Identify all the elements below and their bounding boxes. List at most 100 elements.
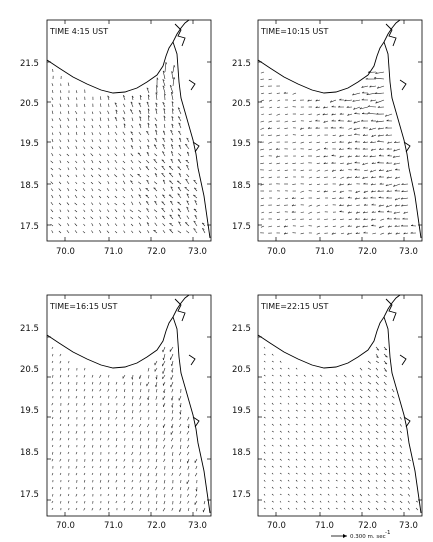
current-vector	[352, 99, 361, 102]
current-vector	[179, 472, 182, 476]
current-vector	[303, 437, 306, 440]
current-vector	[114, 209, 118, 213]
current-vector	[377, 141, 385, 143]
current-vector	[383, 416, 387, 419]
current-vector	[364, 169, 369, 172]
current-vector	[138, 102, 142, 108]
current-vector	[343, 409, 347, 412]
current-vector	[269, 162, 273, 164]
current-vector	[311, 430, 314, 433]
current-vector	[308, 183, 313, 186]
current-vector-head	[339, 169, 342, 172]
current-vector	[178, 451, 182, 456]
current-vector	[107, 181, 110, 185]
current-vector	[393, 148, 401, 152]
current-vector	[319, 416, 322, 419]
current-vector	[268, 134, 273, 136]
panel-2-axis-ticks	[258, 20, 422, 241]
current-vector	[370, 141, 377, 143]
current-vector-head	[162, 179, 166, 182]
current-vector-head	[393, 184, 396, 187]
current-vector	[162, 79, 166, 87]
current-vector	[339, 197, 345, 199]
current-vector	[303, 381, 306, 384]
current-vector-head	[384, 348, 387, 351]
current-vector	[122, 167, 126, 171]
current-vector	[156, 388, 158, 393]
current-vector	[148, 115, 150, 122]
current-vector	[407, 493, 411, 497]
current-vector-head	[339, 190, 342, 193]
current-vector	[99, 209, 102, 213]
current-vector-head	[370, 119, 374, 122]
current-vector	[162, 130, 166, 136]
current-vector-head	[363, 218, 366, 221]
current-vector	[287, 437, 290, 440]
current-vector	[271, 472, 274, 475]
current-vector	[83, 139, 86, 143]
current-vector	[75, 465, 78, 469]
current-vector	[193, 220, 198, 227]
current-vector	[67, 388, 70, 392]
current-vector	[351, 416, 355, 419]
current-vector-head	[148, 115, 150, 118]
current-vector	[154, 117, 158, 122]
current-vector-head	[185, 222, 188, 224]
current-vector	[287, 367, 290, 370]
current-vector	[351, 402, 355, 405]
current-vector	[145, 188, 150, 192]
current-vector	[163, 423, 166, 428]
current-vector	[75, 110, 78, 115]
current-vector-head	[187, 151, 190, 154]
current-vector	[391, 388, 395, 393]
current-vector	[140, 416, 142, 421]
current-vector	[116, 423, 118, 427]
current-vector	[394, 141, 401, 143]
current-vector	[99, 216, 102, 220]
current-vector	[68, 437, 70, 441]
current-vector	[52, 493, 54, 497]
panel-3-xtick-72.0: 72.0	[147, 521, 166, 531]
current-vector	[51, 230, 54, 234]
current-vector	[108, 374, 110, 378]
current-vector	[91, 472, 94, 476]
panel-4-coastline	[257, 294, 422, 514]
current-vector	[123, 123, 126, 129]
current-vector	[131, 486, 134, 490]
current-vector	[268, 78, 273, 81]
current-vector-head	[338, 147, 342, 150]
current-vector	[316, 190, 321, 192]
current-vector	[147, 493, 150, 498]
current-vector	[99, 111, 102, 115]
current-vector	[260, 155, 265, 157]
current-vector-head	[267, 127, 270, 130]
current-vector	[335, 416, 338, 419]
current-vector	[108, 500, 110, 504]
current-vector	[284, 176, 289, 179]
current-vector	[106, 230, 110, 234]
current-vector	[75, 486, 78, 490]
current-vector	[359, 374, 362, 378]
panel-2-ytick-18.5: 18.5	[232, 181, 251, 191]
current-vector	[115, 188, 118, 192]
current-vector-head	[377, 140, 380, 142]
current-vector-head	[339, 140, 342, 143]
current-vector-head	[347, 224, 350, 227]
current-vector	[155, 416, 158, 420]
current-vector	[308, 218, 313, 220]
current-vector	[295, 493, 298, 496]
current-vector	[356, 211, 361, 214]
current-vector	[184, 222, 190, 227]
current-vector	[170, 353, 174, 360]
current-vector	[324, 225, 329, 228]
current-vector	[163, 430, 166, 435]
current-vector-head	[193, 220, 196, 223]
current-vector	[303, 486, 306, 489]
current-vector	[385, 113, 393, 117]
current-vector	[179, 137, 182, 143]
current-vector	[295, 388, 298, 391]
current-vector-head	[354, 140, 358, 143]
current-vector	[124, 388, 126, 393]
current-vector	[295, 458, 298, 461]
current-vector	[277, 197, 281, 200]
